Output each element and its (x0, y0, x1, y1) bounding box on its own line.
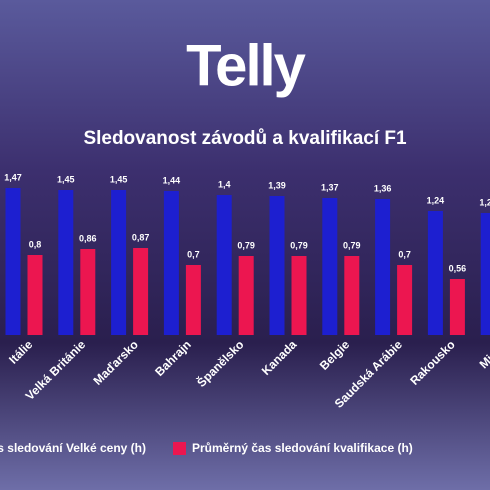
bar (216, 195, 232, 335)
value-label: 1,4 (218, 179, 231, 189)
bar (80, 249, 96, 335)
bar (185, 265, 201, 335)
value-label: 0,79 (237, 240, 255, 250)
bar (397, 265, 413, 335)
value-label: 0,56 (449, 263, 467, 273)
chart-title: Sledovanost závodů a kvalifikací F1 (83, 128, 407, 149)
value-label: 0,7 (187, 249, 200, 259)
bar (375, 199, 391, 335)
value-label: 1,45 (110, 174, 128, 184)
legend-label: Průměrný čas sledování Velké ceny (h) (0, 441, 146, 455)
bar (133, 248, 149, 335)
bar (58, 190, 74, 335)
value-label: 1,39 (268, 180, 286, 190)
value-label: 0,87 (132, 232, 150, 242)
bar (5, 188, 21, 335)
value-label: 1,22 (479, 197, 490, 207)
value-label: 1,47 (4, 172, 22, 182)
value-label: 0,7 (398, 249, 411, 259)
value-label: 1,24 (427, 195, 445, 205)
value-label: 1,37 (321, 182, 339, 192)
bar (269, 196, 285, 335)
value-label: 0,79 (290, 240, 308, 250)
value-label: 1,45 (57, 174, 75, 184)
bar (163, 191, 179, 335)
value-label: 1,44 (163, 175, 181, 185)
bar (322, 198, 338, 335)
value-label: 0,86 (79, 233, 97, 243)
value-label: 1,36 (374, 183, 392, 193)
bar (238, 256, 254, 335)
bar (427, 211, 443, 335)
bar (480, 213, 490, 335)
value-label: 0,79 (343, 240, 361, 250)
legend-swatch (173, 442, 186, 455)
value-label: 0,8 (29, 239, 42, 249)
bar (111, 190, 127, 335)
bar (291, 256, 307, 335)
bar (449, 279, 465, 335)
bar (27, 255, 43, 335)
logo: Telly (186, 33, 306, 98)
legend-label: Průměrný čas sledování kvalifikace (h) (192, 441, 413, 455)
bar (344, 256, 360, 335)
